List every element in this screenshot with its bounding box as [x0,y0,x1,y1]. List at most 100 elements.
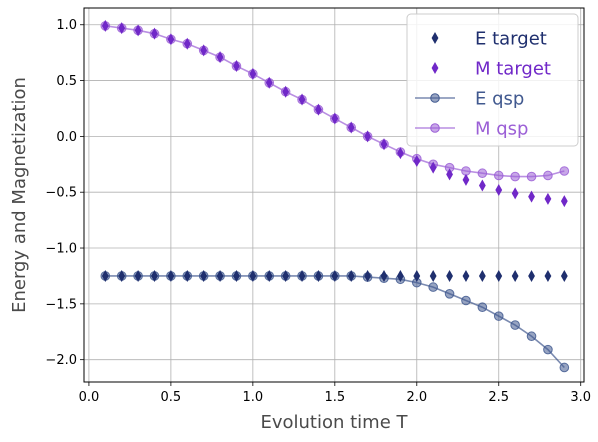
legend-marker-m-qsp [430,123,440,133]
data-point-m-target [249,67,257,80]
plot-area [100,19,570,373]
data-point-m-target [429,161,437,174]
data-point-e-qsp [444,289,455,299]
y-tick-label: −1.0 [45,242,77,257]
data-point-m-target [364,130,372,143]
data-point-m-target [167,33,175,46]
data-point-m-target [118,22,126,35]
legend-box [406,13,579,147]
data-point-e-qsp [428,282,438,292]
data-point-m-qsp [510,171,520,182]
data-point-e-target [151,269,158,282]
data-point-m-target [233,60,240,73]
data-point-e-target [560,269,568,282]
data-point-e-target [478,269,486,282]
x-tick-label: 2.5 [488,390,509,405]
data-point-e-target [183,269,191,282]
legend-marker-e-target [431,32,439,44]
legend: E target M target E qsp M qsp [406,13,579,147]
data-point-e-target [233,269,240,282]
data-point-e-target [282,269,290,282]
series-e-target [101,269,568,282]
legend-label-m-target: M target [475,59,551,80]
data-point-m-target [183,37,191,50]
data-point-e-target [249,269,257,282]
data-point-m-target [495,183,503,196]
data-point-m-target [544,192,552,205]
data-point-e-target [528,269,535,282]
axis-ticks: 0.0 0.5 1.0 1.5 2.0 2.5 3.0 1.0 0.5 0.0 −0.5 −1.0 −1… [45,18,591,405]
data-point-m-target [462,173,470,186]
data-point-e-target [315,269,322,282]
x-tick-label: 1.5 [324,390,345,405]
data-point-m-target [560,195,568,208]
data-point-m-target [315,103,322,116]
data-point-e-qsp [477,302,488,313]
data-point-e-target [134,269,142,282]
x-tick-label: 3.0 [570,390,591,405]
legend-label-e-qsp: E qsp [475,89,524,110]
data-point-e-target [396,269,404,282]
data-point-m-target [446,168,453,181]
data-point-e-target [216,269,224,282]
data-point-m-target [151,27,158,40]
data-point-e-target [544,269,552,282]
y-axis-label: Energy and Magnetization [9,77,30,313]
data-point-m-target [331,112,339,125]
data-point-e-qsp [510,320,520,330]
y-tick-label: 0.0 [56,130,77,145]
data-point-e-qsp [461,295,471,306]
data-point-m-target [298,93,306,106]
data-point-m-qsp [477,168,488,179]
data-point-e-target [265,269,273,282]
axes-frame [83,7,585,383]
data-point-m-target [413,154,421,167]
data-point-m-target [265,76,273,89]
data-point-e-target [446,269,453,282]
data-point-m-qsp [559,166,570,176]
legend-marker-e-qsp [430,93,440,103]
data-point-m-target [528,190,535,203]
data-point-m-target [134,24,142,37]
data-point-m-target [101,19,109,32]
data-point-e-qsp [493,311,504,321]
data-point-e-qsp [543,344,553,355]
x-tick-label: 1.0 [243,390,264,405]
data-point-e-target [413,269,421,282]
data-point-e-target [331,269,339,282]
data-point-e-target [167,269,175,282]
data-point-m-target [380,138,388,151]
y-tick-label: 1.0 [56,18,77,33]
data-point-m-target [282,85,290,98]
y-tick-label: −2.0 [45,353,77,368]
data-point-e-target [298,269,306,282]
legend-label-e-target: E target [475,29,547,50]
data-point-m-qsp [543,170,553,181]
series-m-target [101,19,568,208]
data-point-m-target [216,51,224,64]
data-point-m-target [396,147,404,160]
data-point-e-qsp [559,362,570,373]
y-tick-label: 0.5 [56,74,77,89]
y-tick-label: −0.5 [45,186,77,201]
x-axis-label: Evolution time T [260,412,408,433]
data-point-e-target [101,269,109,282]
legend-marker-m-target [431,62,439,74]
data-point-m-qsp [526,171,537,182]
x-tick-label: 0.5 [161,390,182,405]
data-point-e-target [511,269,519,282]
data-point-m-target [347,121,355,134]
data-point-m-target [511,187,519,200]
data-point-m-qsp [493,170,504,181]
data-point-e-target [380,269,388,282]
data-point-e-target [200,269,208,282]
data-point-e-target [462,269,470,282]
data-point-e-target [347,269,355,282]
data-point-e-target [495,269,503,282]
x-tick-label: 2.0 [406,390,427,405]
y-tick-label: −1.5 [45,297,77,312]
data-point-e-qsp [526,331,537,342]
data-point-m-target [478,179,486,192]
data-point-e-target [364,269,372,282]
